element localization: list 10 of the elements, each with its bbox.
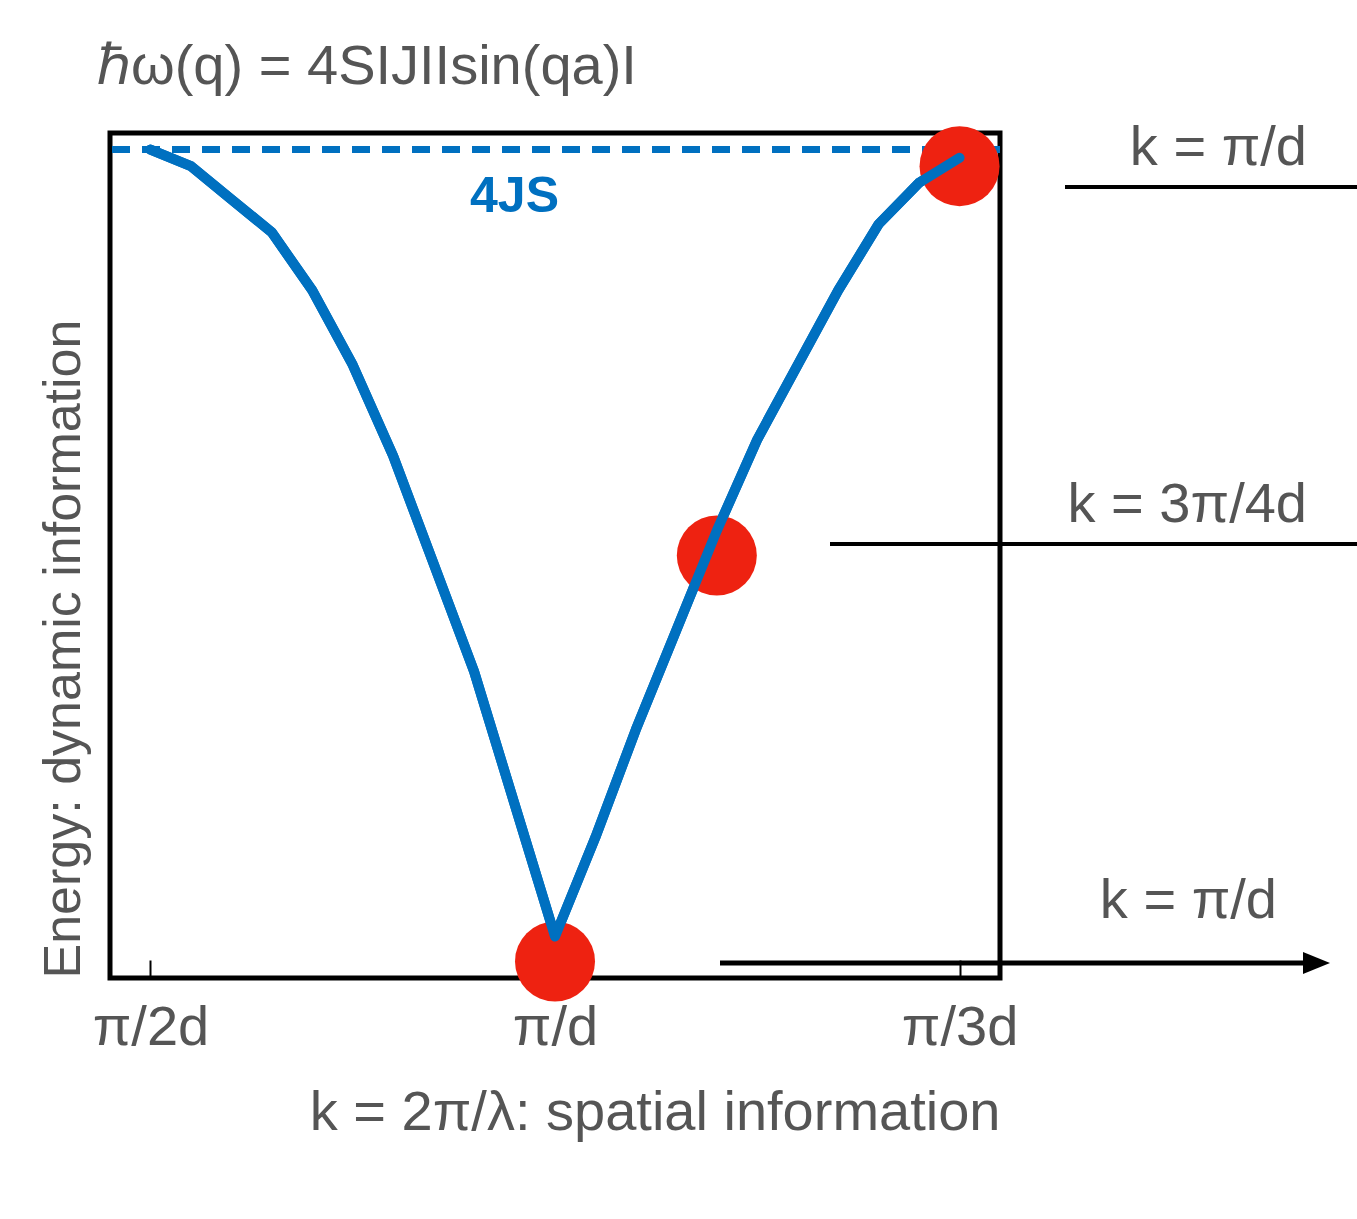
ref-line-label: 4JS: [470, 166, 560, 223]
x-tick-label: π/3d: [901, 993, 1019, 1057]
x-axis-title: k = 2π/λ: spatial information: [309, 1078, 1001, 1142]
text: k = 3π/4d: [830, 471, 1357, 546]
x-tick-label: π/d: [512, 993, 599, 1057]
text: k = π/d: [1098, 867, 1277, 930]
y-axis-title: Energy: dynamic information: [32, 319, 91, 979]
chart-title: ℏω(q) = 4SIJIIsin(qa)I: [97, 33, 637, 97]
text: k = π/d: [1065, 114, 1357, 189]
x-tick-label: π/2d: [92, 993, 210, 1057]
